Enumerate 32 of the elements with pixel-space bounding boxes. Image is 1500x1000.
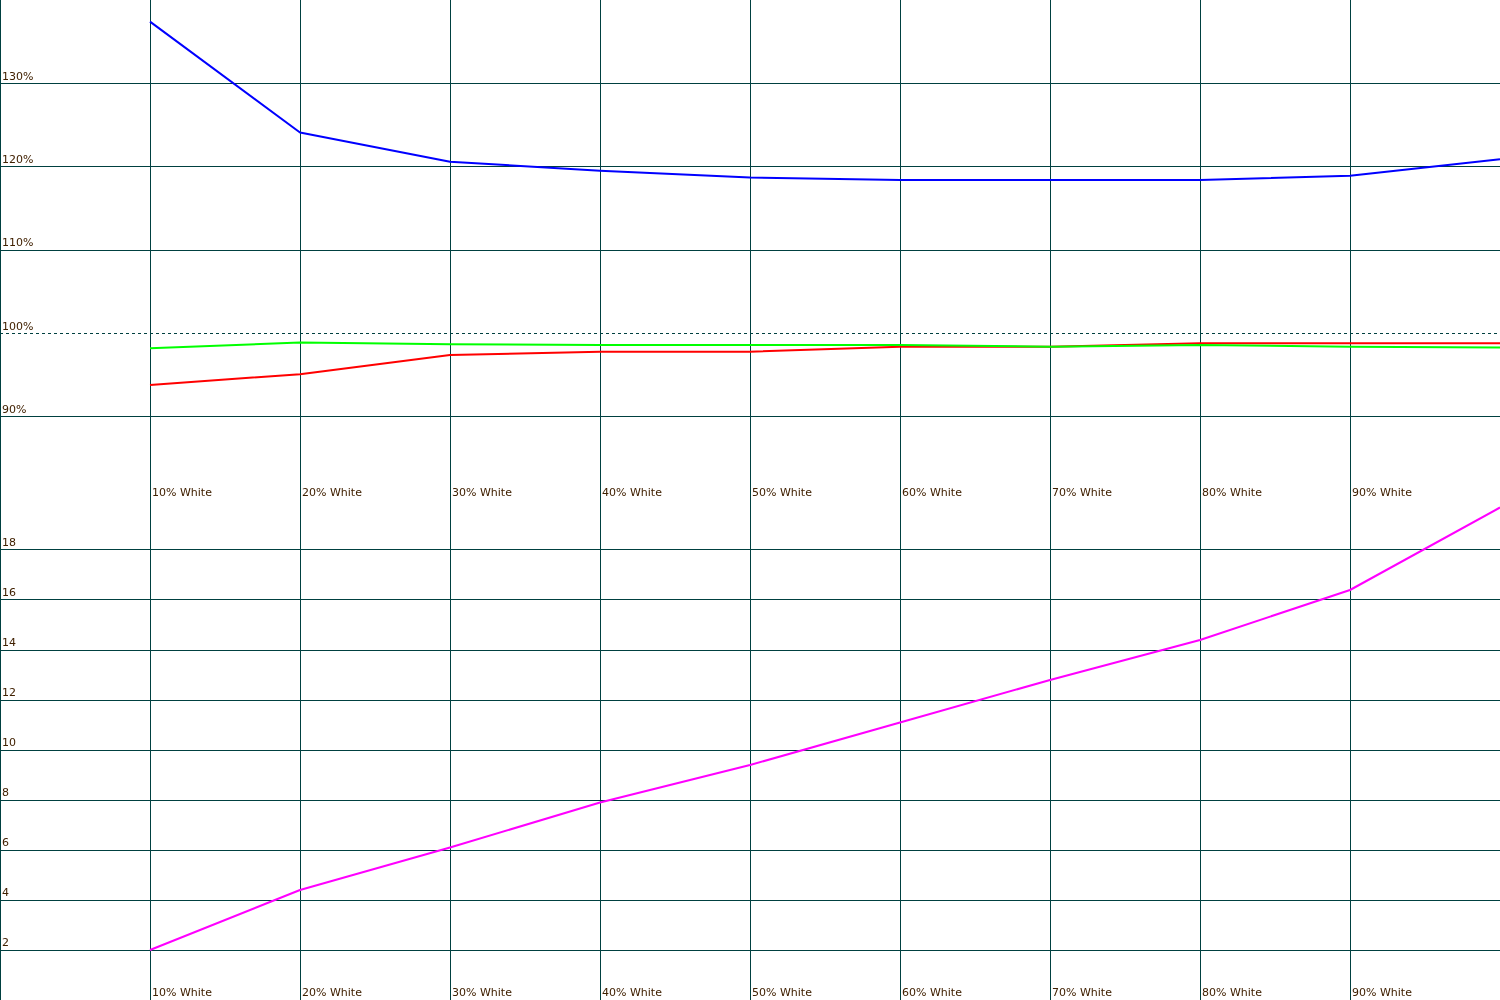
- y-tick-label: 18: [2, 536, 16, 550]
- y-tick-label: 14: [2, 636, 16, 650]
- x-tick-label: 80% White: [1202, 486, 1263, 500]
- y-tick-label: 100%: [2, 319, 34, 333]
- x-tick-label: 90% White: [1352, 486, 1413, 500]
- x-tick-label: 30% White: [452, 486, 513, 500]
- y-tick-label: 8: [2, 786, 9, 800]
- x-tick-label: 70% White: [1052, 486, 1113, 500]
- x-tick-label: 60% White: [902, 986, 963, 1000]
- y-tick-label: 10: [2, 736, 16, 750]
- y-tick-label: 12: [2, 686, 16, 700]
- x-tick-label: 60% White: [902, 486, 963, 500]
- x-tick-label: 40% White: [602, 486, 663, 500]
- x-tick-label: 10% White: [152, 986, 213, 1000]
- y-tick-label: 90%: [2, 403, 27, 417]
- y-tick-label: 16: [2, 586, 16, 600]
- x-tick-label: 50% White: [752, 486, 813, 500]
- x-tick-label: 20% White: [302, 986, 363, 1000]
- x-tick-label: 30% White: [452, 986, 513, 1000]
- x-tick-label: 40% White: [602, 986, 663, 1000]
- x-tick-label: 80% White: [1202, 986, 1263, 1000]
- y-tick-label: 120%: [2, 153, 34, 167]
- x-tick-label: 20% White: [302, 486, 363, 500]
- y-tick-label: 2: [2, 936, 9, 950]
- x-tick-label: 50% White: [752, 986, 813, 1000]
- y-tick-label: 6: [2, 836, 9, 850]
- y-tick-label: 4: [2, 886, 9, 900]
- x-tick-label: 90% White: [1352, 986, 1413, 1000]
- y-tick-label: 130%: [2, 69, 34, 83]
- x-tick-label: 70% White: [1052, 986, 1113, 1000]
- x-tick-label: 10% White: [152, 486, 213, 500]
- y-tick-label: 110%: [2, 236, 34, 250]
